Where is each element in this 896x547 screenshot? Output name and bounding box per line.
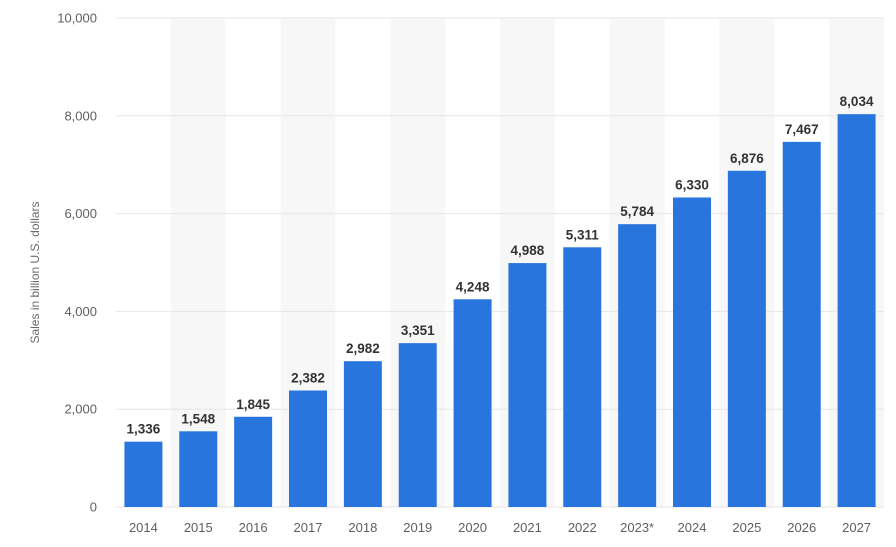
- value-label: 4,988: [511, 243, 545, 258]
- value-labels: 1,336 1,548 1,845 2,382 2,982 3,351 4,248 4,988…: [127, 94, 874, 437]
- bar: [124, 441, 163, 507]
- value-label: 4,248: [456, 279, 490, 294]
- value-label: 1,336: [127, 422, 161, 437]
- bar: [618, 224, 657, 507]
- bar: [234, 416, 273, 507]
- x-tick-label: 2021: [513, 520, 542, 535]
- x-axis-ticks: 2014 2015 2016 2017 2018 2019 2020 2021 2022 2023…: [129, 520, 871, 535]
- category-band: [170, 18, 226, 507]
- y-tick-label: 6,000: [64, 206, 97, 221]
- bar: [563, 247, 602, 507]
- value-label: 3,351: [401, 323, 435, 338]
- value-label: 2,982: [346, 341, 380, 356]
- x-tick-label: 2014: [129, 520, 158, 535]
- x-tick-label: 2019: [403, 520, 432, 535]
- x-tick-label: 2025: [732, 520, 761, 535]
- value-label: 1,548: [181, 411, 215, 426]
- value-label: 6,876: [730, 151, 764, 166]
- bar: [453, 299, 492, 507]
- bar: [508, 263, 547, 507]
- value-label: 7,467: [785, 122, 819, 137]
- value-label: 5,311: [566, 227, 600, 242]
- y-tick-label: 4,000: [64, 304, 97, 319]
- value-label: 8,034: [840, 94, 874, 109]
- value-label: 6,330: [675, 177, 709, 192]
- y-tick-label: 10,000: [57, 11, 97, 26]
- x-tick-label: 2027: [842, 520, 871, 535]
- x-tick-label: 2015: [184, 520, 213, 535]
- bar: [343, 361, 382, 507]
- x-tick-label: 2020: [458, 520, 487, 535]
- x-tick-label: 2023*: [620, 520, 654, 535]
- x-tick-label: 2016: [239, 520, 268, 535]
- x-tick-label: 2017: [294, 520, 323, 535]
- bar: [782, 141, 821, 507]
- y-axis-title: Sales in billion U.S. dollars: [28, 201, 42, 343]
- bar: [727, 170, 766, 507]
- x-tick-label: 2024: [678, 520, 707, 535]
- value-label: 1,845: [236, 397, 270, 412]
- bar: [398, 343, 437, 507]
- x-tick-label: 2026: [787, 520, 816, 535]
- y-tick-label: 2,000: [64, 402, 97, 417]
- bar: [673, 197, 711, 507]
- bar: [179, 431, 218, 507]
- value-label: 2,382: [291, 371, 325, 386]
- value-label: 5,784: [620, 204, 654, 219]
- x-tick-label: 2018: [348, 520, 377, 535]
- bar: [837, 114, 876, 508]
- y-tick-label: 0: [90, 500, 97, 515]
- y-axis-ticks: 0 2,000 4,000 6,000 8,000 10,000: [57, 11, 97, 515]
- y-tick-label: 8,000: [64, 108, 97, 123]
- bar: [289, 390, 327, 507]
- bars: [124, 114, 876, 508]
- x-tick-label: 2022: [568, 520, 597, 535]
